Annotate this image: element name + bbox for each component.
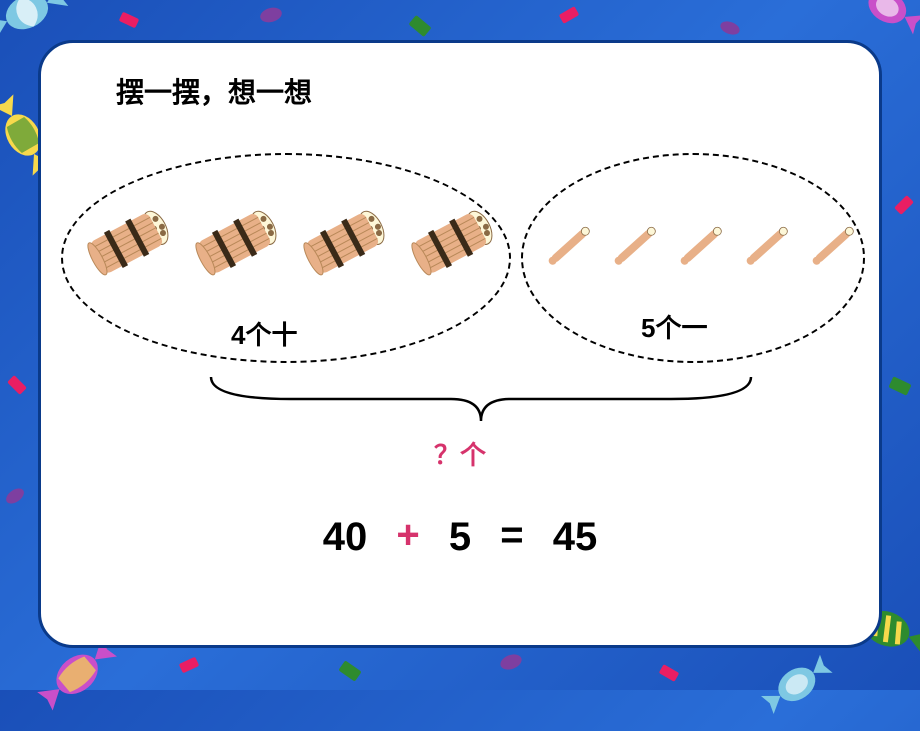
- confetti-piece: [408, 15, 431, 37]
- confetti-piece: [888, 376, 911, 395]
- confetti-piece: [498, 652, 523, 673]
- equals-sign: =: [500, 513, 523, 557]
- groups-area: 4个十 5个一: [61, 153, 865, 373]
- operand-1: 40: [323, 515, 368, 559]
- singles-row: [541, 211, 861, 286]
- label-tens: 4个十: [231, 315, 297, 352]
- stick-icon: [541, 211, 597, 281]
- stick-icon: [607, 211, 663, 281]
- label-ones: 5个一: [641, 308, 707, 345]
- operator-plus: +: [396, 513, 419, 557]
- candy-icon: [747, 638, 848, 731]
- confetti-piece: [659, 664, 680, 682]
- operand-2: 5: [449, 515, 471, 559]
- result: 45: [553, 515, 598, 559]
- bundles-row: [81, 201, 505, 286]
- bundle-icon: [297, 201, 397, 281]
- page-title: 摆一摆，想一想: [116, 71, 312, 111]
- confetti-piece: [559, 6, 580, 24]
- stick-icon: [739, 211, 795, 281]
- confetti-piece: [7, 375, 27, 395]
- bundle-icon: [81, 201, 181, 281]
- confetti-piece: [3, 485, 26, 506]
- confetti-piece: [259, 5, 284, 24]
- question-text: ？个: [41, 435, 879, 472]
- stick-icon: [673, 211, 729, 281]
- bundle-icon: [189, 201, 289, 281]
- confetti-piece: [894, 195, 914, 215]
- brace-icon: [201, 369, 761, 429]
- content-frame: 摆一摆，想一想: [38, 40, 882, 648]
- confetti-piece: [338, 660, 361, 681]
- confetti-piece: [179, 657, 200, 674]
- confetti-piece: [119, 12, 140, 29]
- confetti-piece: [719, 19, 742, 37]
- bundle-icon: [405, 201, 505, 281]
- stick-icon: [805, 211, 861, 281]
- equation: 40 + 5 = 45: [41, 513, 879, 560]
